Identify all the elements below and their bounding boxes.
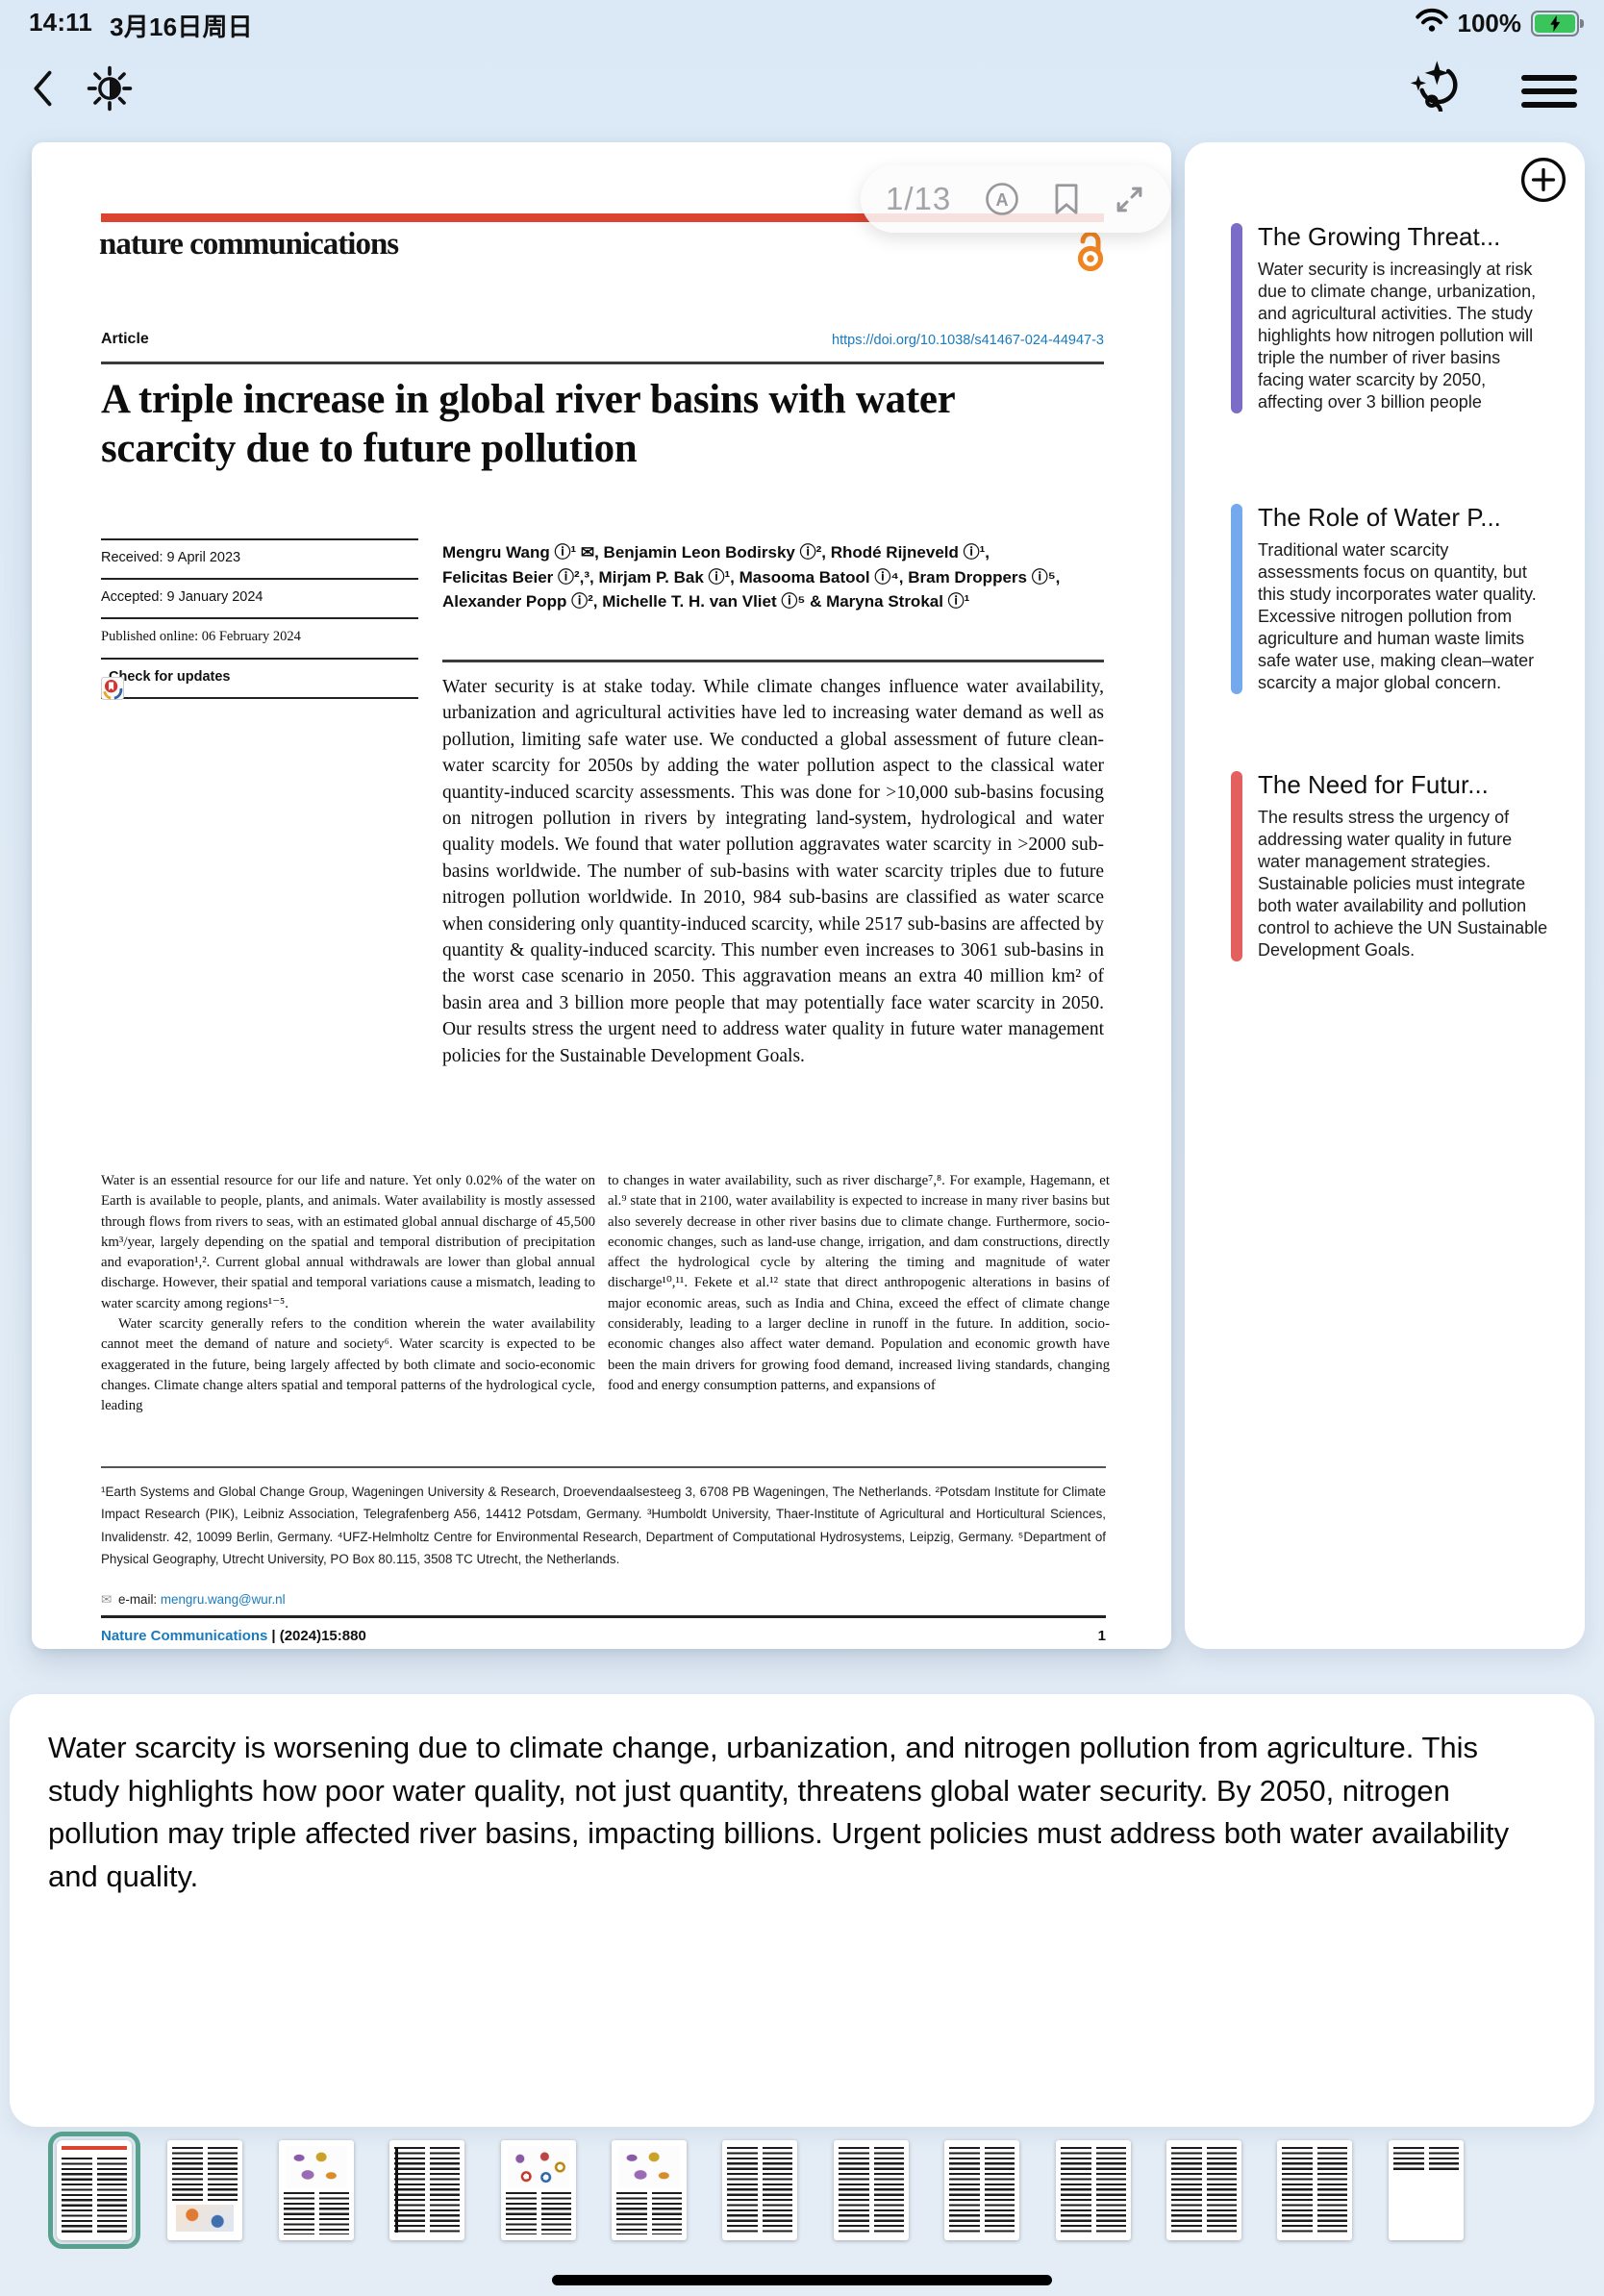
- page-thumbnail-13[interactable]: [1388, 2140, 1464, 2240]
- card-accent-bar: [1231, 771, 1242, 961]
- journal-red-bar: [101, 213, 1104, 222]
- page-thumbnail-6[interactable]: [612, 2140, 687, 2240]
- article-label: Article: [101, 331, 149, 347]
- received-date: Received: 9 April 2023: [101, 538, 418, 578]
- divider: [101, 1615, 1106, 1618]
- page-thumbnail-1[interactable]: [48, 2132, 140, 2249]
- card-title: The Growing Threat...: [1258, 222, 1501, 251]
- page-thumbnail-10[interactable]: [1055, 2140, 1131, 2240]
- abstract: Water security is at stake today. While …: [442, 677, 1104, 1066]
- divider: [442, 660, 1104, 662]
- summary-card-1[interactable]: The Growing Threat... Water security is …: [1231, 221, 1558, 413]
- accepted-date: Accepted: 9 January 2024: [101, 578, 418, 617]
- menu-icon[interactable]: [1521, 75, 1577, 115]
- footer-citation: | (2024)15:880: [271, 1628, 366, 1644]
- summary-card-3[interactable]: The Need for Futur... The results stress…: [1231, 769, 1558, 961]
- page-thumbnail-strip: [0, 2132, 1604, 2256]
- document-summary-panel: Water scarcity is worsening due to clima…: [10, 1694, 1594, 2127]
- pdf-page[interactable]: nature communications Article https://do…: [32, 142, 1171, 1649]
- card-accent-bar: [1231, 223, 1242, 413]
- check-for-updates[interactable]: Check for updates: [101, 658, 418, 700]
- envelope-icon: ✉: [101, 1592, 113, 1607]
- page-thumbnail-2[interactable]: [167, 2140, 243, 2240]
- expand-icon[interactable]: [1114, 184, 1145, 215]
- battery-icon: [1531, 10, 1584, 37]
- wifi-icon: [1415, 8, 1448, 38]
- body-paragraph: to changes in water availability, such a…: [608, 1173, 1110, 1393]
- card-body: Traditional water scarcity assessments f…: [1258, 540, 1537, 692]
- card-accent-bar: [1231, 504, 1242, 694]
- page-thumbnail-8[interactable]: [833, 2140, 909, 2240]
- page-thumbnail-11[interactable]: [1166, 2140, 1241, 2240]
- summary-card-2[interactable]: The Role of Water P... Traditional water…: [1231, 502, 1558, 694]
- bookmark-icon[interactable]: [1052, 182, 1081, 216]
- body-column-1: Water is an essential resource for our l…: [101, 1171, 595, 1417]
- paper-title: A triple increase in global river basins…: [101, 377, 955, 471]
- ai-regenerate-icon[interactable]: [1406, 58, 1460, 116]
- page-thumbnail-12[interactable]: [1277, 2140, 1353, 2240]
- status-bar: 14:11 3月16日周日 100%: [0, 0, 1604, 42]
- card-body: Water security is increasingly at risk d…: [1258, 260, 1537, 412]
- doi-link[interactable]: https://doi.org/10.1038/s41467-024-44947…: [832, 333, 1104, 348]
- footer-page-number: 1: [1097, 1628, 1106, 1644]
- paper-meta: Received: 9 April 2023 Accepted: 9 Janua…: [101, 538, 418, 700]
- email-link[interactable]: mengru.wang@wur.nl: [160, 1592, 286, 1607]
- card-title: The Need for Futur...: [1258, 770, 1489, 799]
- divider: [101, 1466, 1106, 1468]
- author-list: Mengru Wang ⓘ¹ ✉, Benjamin Leon Bodirsky…: [442, 543, 1061, 611]
- auto-scroll-icon[interactable]: A: [984, 181, 1020, 217]
- pdf-toolbar: 1/13 A: [861, 165, 1170, 233]
- body-paragraph: Water is an essential resource for our l…: [101, 1173, 595, 1311]
- body-column-2: to changes in water availability, such a…: [608, 1171, 1110, 1396]
- ai-summary-sidebar: The Growing Threat... Water security is …: [1185, 142, 1585, 1649]
- divider: [101, 362, 1104, 364]
- email-row: ✉ e-mail: mengru.wang@wur.nl: [101, 1592, 286, 1608]
- email-label: e-mail:: [117, 1592, 161, 1607]
- page-indicator: 1/13: [886, 181, 952, 216]
- affiliations: ¹Earth Systems and Global Change Group, …: [101, 1485, 1106, 1567]
- battery-percent: 100%: [1457, 8, 1522, 37]
- back-button[interactable]: [31, 69, 56, 112]
- svg-text:A: A: [995, 190, 1008, 210]
- status-time: 14:11: [29, 8, 93, 37]
- published-date: Published online: 06 February 2024: [101, 617, 418, 658]
- card-body: The results stress the urgency of addres…: [1258, 808, 1548, 960]
- card-title: The Role of Water P...: [1258, 503, 1501, 532]
- brightness-icon[interactable]: [81, 60, 138, 122]
- home-indicator[interactable]: [552, 2275, 1052, 2285]
- page-thumbnail-9[interactable]: [944, 2140, 1020, 2240]
- page-thumbnail-4[interactable]: [389, 2140, 465, 2240]
- page-thumbnail-3[interactable]: [278, 2140, 354, 2240]
- status-date: 3月16日周日: [110, 12, 253, 41]
- footer-journal-link[interactable]: Nature Communications: [101, 1628, 268, 1644]
- document-summary-text: Water scarcity is worsening due to clima…: [48, 1731, 1510, 1893]
- page-footer: Nature Communications | (2024)15:880 1: [101, 1628, 1106, 1644]
- body-paragraph: Water scarcity generally refers to the c…: [101, 1316, 595, 1414]
- journal-logo: nature communications: [99, 227, 399, 262]
- page-thumbnail-5[interactable]: [500, 2140, 576, 2240]
- add-note-button[interactable]: [1519, 156, 1567, 204]
- page-thumbnail-7[interactable]: [722, 2140, 798, 2240]
